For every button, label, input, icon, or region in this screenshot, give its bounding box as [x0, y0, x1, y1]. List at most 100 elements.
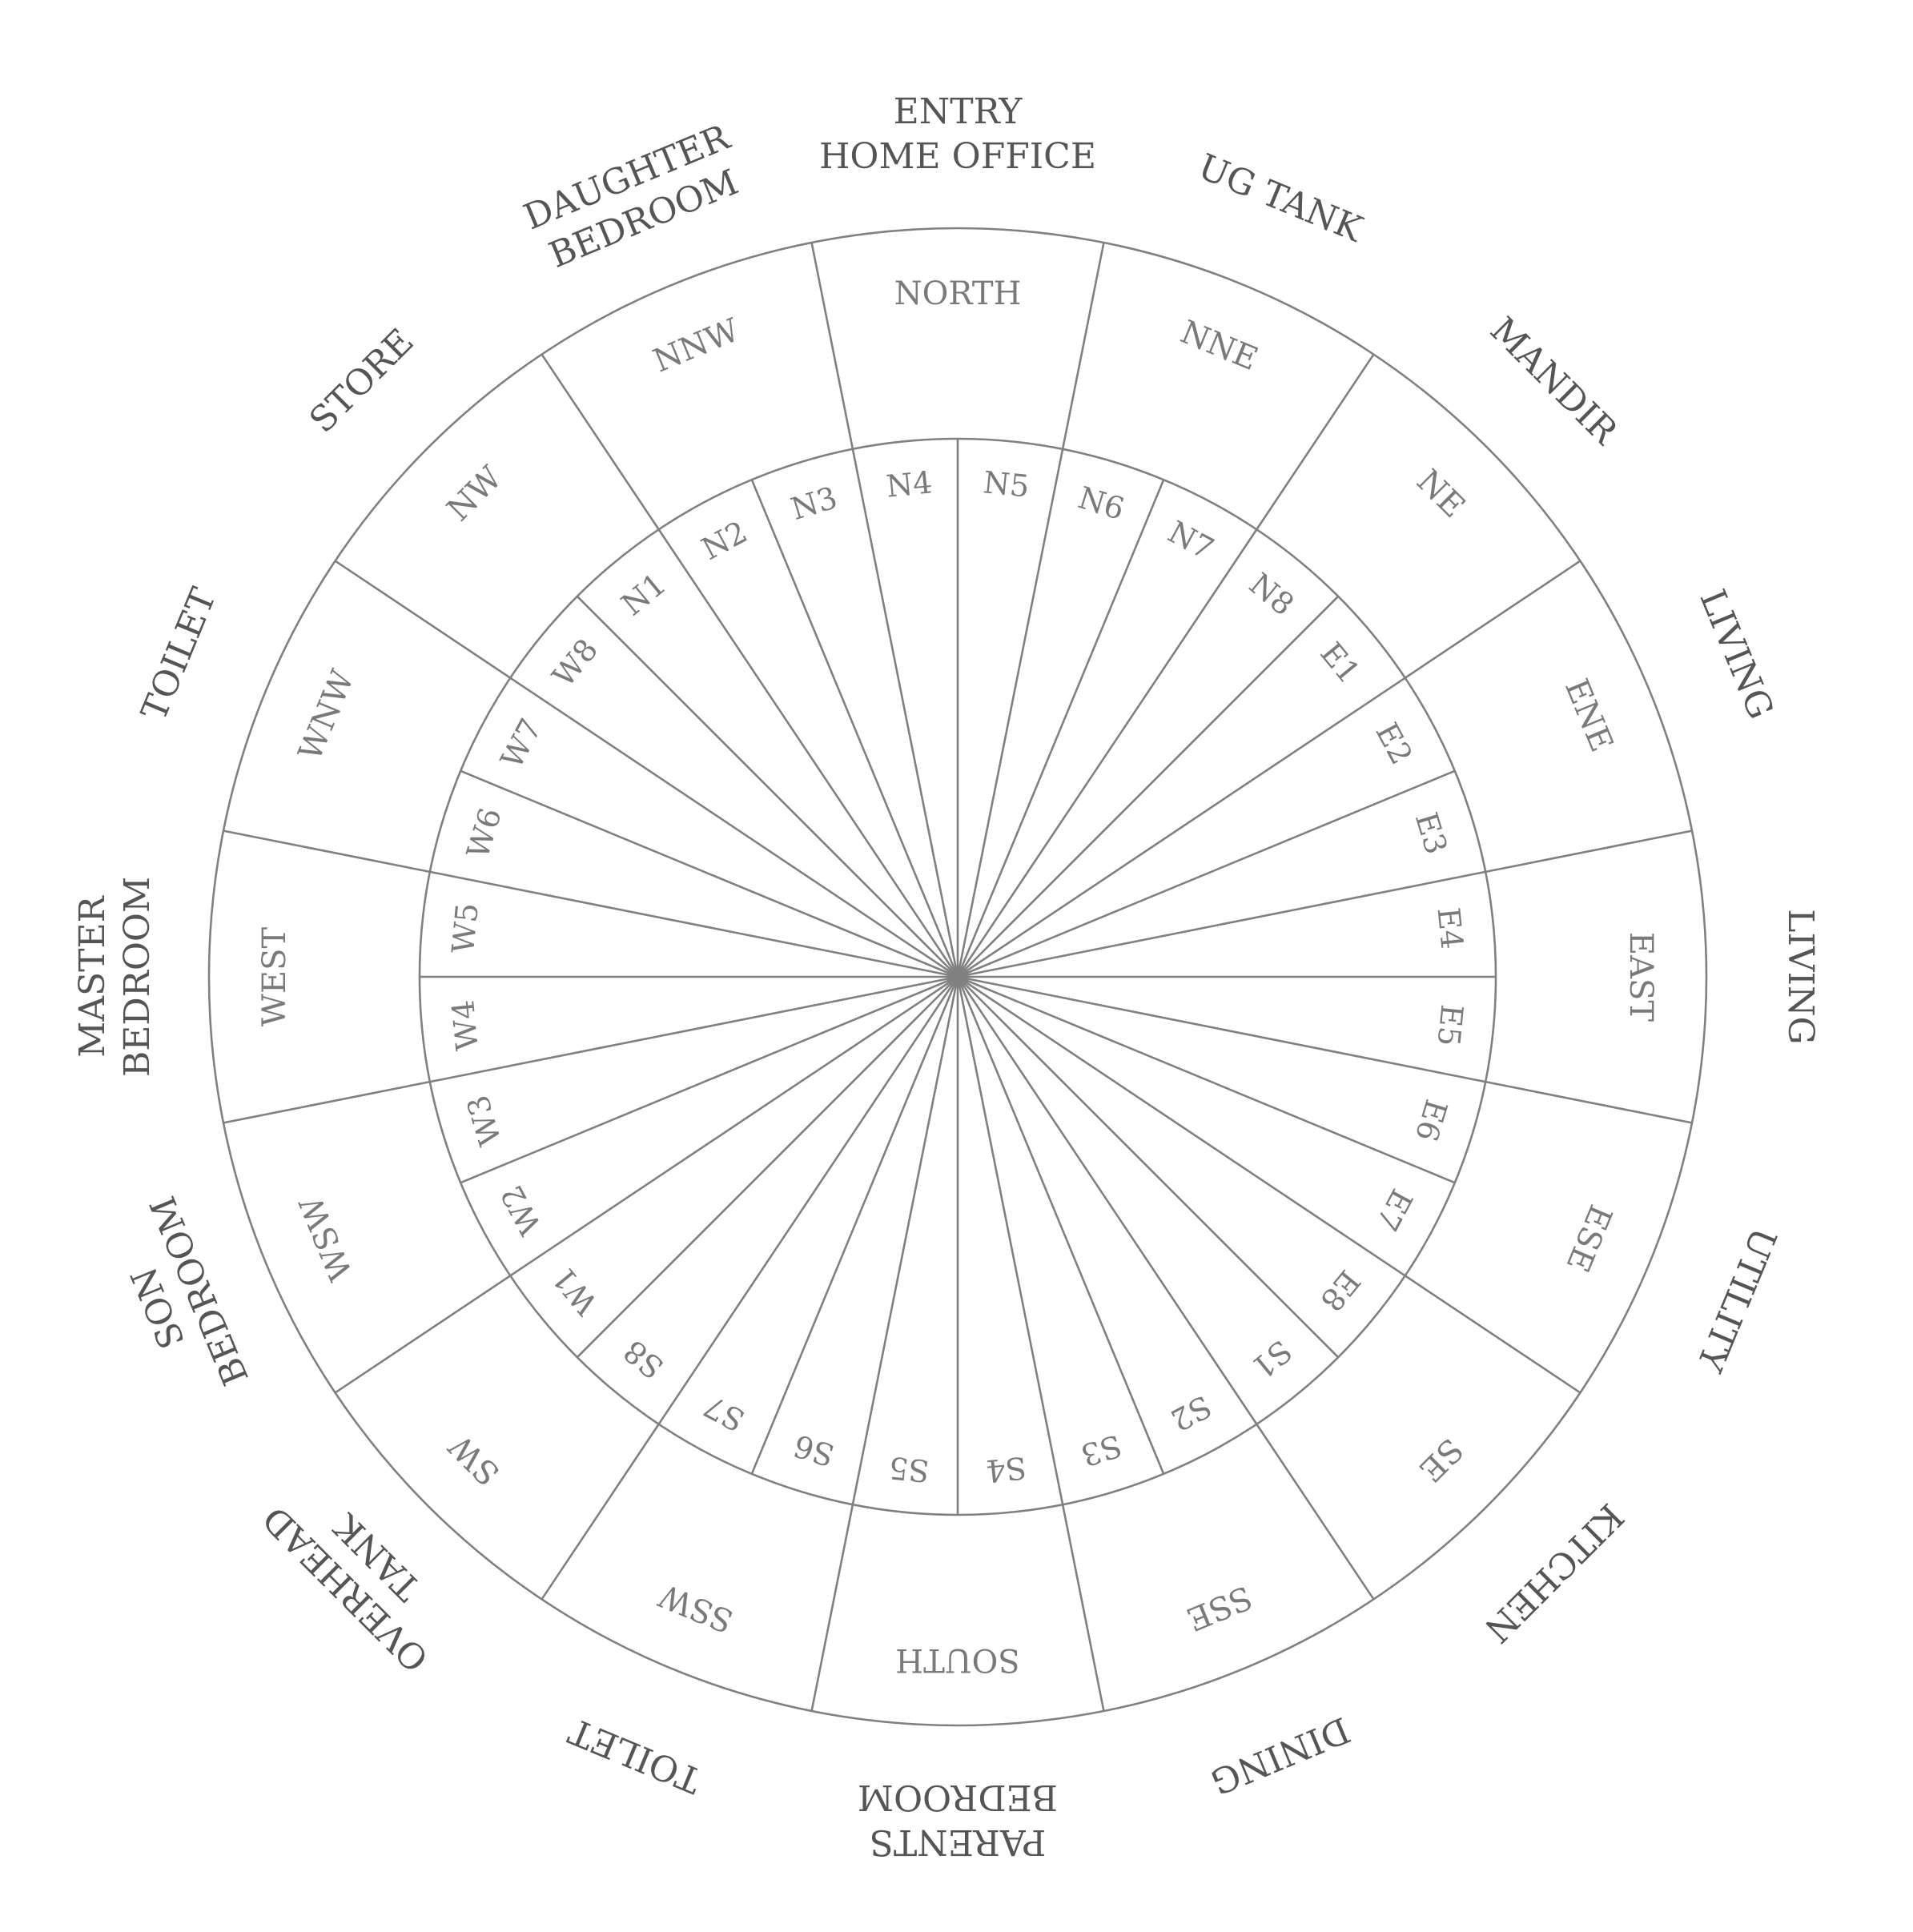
pada-spoke-32: [851, 448, 959, 978]
room-label-toilet-line-1: TOILET: [563, 1710, 707, 1801]
pada-label-e2: E2: [1369, 717, 1420, 770]
sector-divider-4: [1485, 829, 1693, 874]
pada-spoke-23: [460, 975, 959, 1184]
pada-label-w3: W3: [460, 1091, 508, 1150]
pada-label-w8-line-1: W8: [545, 632, 605, 693]
direction-label-east-line-1: EAST: [1622, 932, 1659, 1022]
room-label-overhead-tank: OVERHEADTANK: [255, 1466, 468, 1679]
spokes-group: [223, 242, 1693, 1712]
pada-spoke-16: [956, 976, 1064, 1505]
pada-label-n4: N4: [885, 464, 934, 504]
direction-label-nnw: NNW: [648, 311, 744, 380]
pada-spoke-15: [956, 976, 1165, 1475]
pada-spoke-6: [957, 677, 1406, 978]
pada-label-s4-line-1: S4: [984, 1450, 1027, 1489]
room-label-ug-tank: UG TANK: [1192, 146, 1368, 250]
pada-label-w3-line-1: W3: [460, 1091, 508, 1150]
direction-label-wnw: WNW: [291, 665, 361, 766]
direction-label-nw: NW: [440, 460, 509, 528]
sector-divider-14: [334, 560, 511, 679]
pada-label-n8: N8: [1243, 566, 1300, 622]
sector-divider-15: [541, 353, 660, 530]
pada-spoke-2: [956, 448, 1064, 978]
room-label-parents-bedroom: PARENTSBEDROOM: [858, 1777, 1058, 1863]
sector-divider-12: [223, 1080, 431, 1124]
pada-label-e6: E6: [1409, 1095, 1454, 1145]
pada-label-s2: S2: [1165, 1388, 1217, 1438]
pada-spoke-10: [957, 975, 1486, 1083]
room-label-utility-line-1: UTILITY: [1689, 1222, 1785, 1378]
room-label-son-bedroom: SONBEDROOM: [101, 1191, 257, 1408]
room-label-master-bedroom-line-1: MASTER: [72, 894, 113, 1057]
pada-label-n6: N6: [1075, 480, 1129, 527]
pada-spoke-31: [750, 479, 959, 978]
pada-spoke-7: [957, 769, 1456, 978]
pada-label-w8: W8: [545, 632, 605, 693]
room-label-living: LIVING: [1781, 909, 1822, 1044]
room-label-toilet-line-1: TOILET: [133, 582, 224, 726]
pada-spoke-12: [957, 975, 1406, 1277]
room-label-utility: UTILITY: [1689, 1222, 1785, 1378]
pada-label-s1: S1: [1245, 1333, 1299, 1386]
pada-label-e5-line-1: E5: [1431, 1003, 1470, 1048]
pada-spoke-3: [956, 479, 1165, 978]
direction-label-ne-line-1: NE: [1409, 463, 1472, 525]
pada-label-s8: S8: [617, 1333, 670, 1386]
pada-label-w1: W1: [545, 1260, 605, 1322]
pada-spoke-13: [957, 976, 1340, 1359]
pada-spoke-5: [957, 595, 1340, 978]
room-label-living-line-1: LIVING: [1692, 584, 1782, 725]
pada-label-e8: E8: [1314, 1263, 1368, 1318]
direction-label-wnw-line-1: WNW: [291, 665, 361, 766]
sector-divider-11: [334, 1275, 511, 1394]
pada-label-s6: S6: [790, 1428, 838, 1474]
direction-label-ene-line-1: ENE: [1557, 674, 1620, 757]
direction-label-se: SE: [1412, 1431, 1470, 1489]
direction-label-east: EAST: [1622, 932, 1659, 1022]
pada-label-w2-line-1: W2: [493, 1179, 549, 1241]
room-label-kitchen-line-1: KITCHEN: [1477, 1496, 1631, 1650]
sector-divider-8: [1061, 1504, 1105, 1712]
direction-label-sse: SSE: [1181, 1578, 1257, 1637]
direction-label-nne-line-1: NNE: [1176, 314, 1263, 378]
pada-label-w4: W4: [445, 998, 485, 1052]
room-label-ug-tank-line-1: UG TANK: [1192, 146, 1368, 250]
room-label-entry-home-office-line-2: HOME OFFICE: [819, 136, 1096, 177]
room-label-daughter-bedroom: DAUGHTERBEDROOM: [518, 116, 754, 279]
direction-label-nne: NNE: [1176, 314, 1263, 378]
pada-label-n7-line-1: N7: [1163, 514, 1220, 567]
pada-label-e8-line-1: E8: [1314, 1263, 1368, 1318]
pada-label-w5-line-1: W5: [445, 902, 485, 955]
pada-label-s1-line-1: S1: [1245, 1333, 1299, 1386]
room-label-living-line-1: LIVING: [1781, 909, 1822, 1044]
direction-label-nw-line-1: NW: [440, 460, 509, 528]
direction-label-ese-line-1: ESE: [1558, 1199, 1618, 1277]
direction-label-ese: ESE: [1558, 1199, 1618, 1277]
direction-label-north: NORTH: [894, 275, 1022, 312]
sector-divider-13: [223, 829, 431, 874]
room-label-store: STORE: [301, 320, 421, 440]
direction-label-nnw-line-1: NNW: [648, 311, 744, 380]
outer-ring: [207, 227, 1708, 1727]
pada-label-n1-line-1: N1: [614, 566, 672, 622]
room-label-master-bedroom: MASTER BEDROOM: [72, 877, 158, 1077]
sector-divider-3: [1405, 560, 1581, 679]
room-label-kitchen: KITCHEN: [1477, 1496, 1631, 1650]
direction-label-ssw-line-1: SSW: [654, 1577, 739, 1640]
pada-label-n4-line-1: N4: [885, 464, 934, 504]
pada-label-w7-line-1: W7: [493, 713, 549, 774]
room-label-master-bedroom-line-2: BEDROOM: [117, 877, 158, 1077]
pada-label-n3: N3: [787, 480, 842, 527]
room-label-living: LIVING: [1692, 584, 1782, 725]
pada-label-e2-line-1: E2: [1369, 717, 1420, 770]
pada-label-s4: S4: [984, 1450, 1027, 1489]
direction-label-west: WEST: [256, 926, 293, 1026]
pada-label-e6-line-1: E6: [1409, 1095, 1454, 1145]
pada-label-n2-line-1: N2: [696, 514, 753, 567]
pada-label-e1-line-1: E1: [1314, 636, 1368, 690]
pada-label-s3: S3: [1077, 1428, 1126, 1474]
direction-label-se-line-1: SE: [1412, 1431, 1470, 1489]
pada-label-e4-line-1: E4: [1431, 906, 1470, 950]
room-label-toilet: TOILET: [563, 1710, 707, 1801]
pada-label-e7: E7: [1369, 1183, 1420, 1237]
